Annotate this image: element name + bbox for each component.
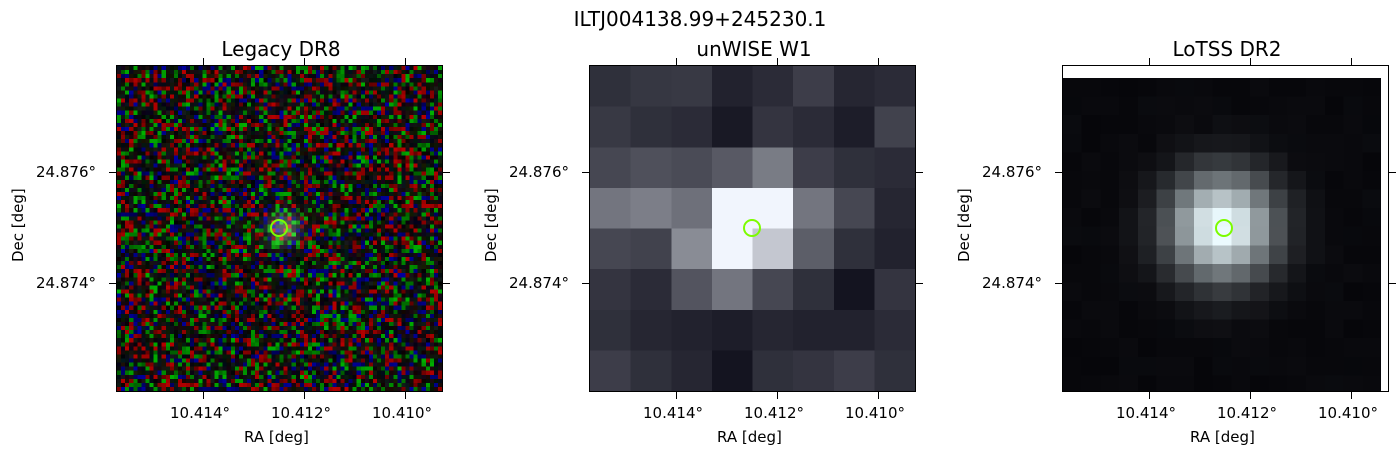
source-marker-circle — [1215, 219, 1233, 237]
xtick-mark-top — [405, 58, 406, 65]
xtick-mark-top — [676, 58, 677, 65]
ytick-mark — [1055, 172, 1062, 173]
y-axis-label: Dec [deg] — [482, 188, 500, 262]
source-marker-circle — [743, 219, 761, 237]
source-marker-circle — [270, 219, 288, 237]
ytick-mark — [109, 283, 116, 284]
xtick-label: 10.412° — [271, 404, 331, 422]
xtick-mark-top — [1250, 58, 1251, 65]
xtick-mark — [304, 392, 305, 399]
xtick-mark — [405, 392, 406, 399]
xtick-mark — [1250, 392, 1251, 399]
y-axis-label: Dec [deg] — [955, 188, 973, 262]
panel-title: unWISE W1 — [696, 37, 812, 61]
ytick-label: 24.876° — [509, 163, 569, 181]
ytick-label: 24.876° — [36, 163, 96, 181]
panel-title: Legacy DR8 — [221, 37, 341, 61]
xtick-mark-top — [878, 58, 879, 65]
xtick-mark-top — [777, 58, 778, 65]
ytick-mark-right — [443, 283, 450, 284]
xtick-mark-top — [203, 58, 204, 65]
figure-title: ILTJ004138.99+245230.1 — [573, 7, 827, 31]
ytick-mark-right — [916, 283, 923, 284]
ytick-mark — [582, 283, 589, 284]
x-axis-label: RA [deg] — [1190, 428, 1255, 446]
x-axis-label: RA [deg] — [717, 428, 782, 446]
ytick-label: 24.874° — [36, 274, 96, 292]
xtick-mark-top — [1351, 58, 1352, 65]
xtick-mark — [1149, 392, 1150, 399]
xtick-mark — [676, 392, 677, 399]
ytick-mark — [582, 172, 589, 173]
xtick-label: 10.412° — [1217, 404, 1277, 422]
panel-title: LoTSS DR2 — [1172, 37, 1282, 61]
ytick-label: 24.876° — [982, 163, 1042, 181]
xtick-label: 10.414° — [643, 404, 703, 422]
x-axis-label: RA [deg] — [244, 428, 309, 446]
ytick-mark — [109, 172, 116, 173]
xtick-mark-top — [1149, 58, 1150, 65]
ytick-mark-right — [1389, 283, 1396, 284]
ytick-mark-right — [443, 172, 450, 173]
xtick-label: 10.414° — [1116, 404, 1176, 422]
xtick-label: 10.410° — [372, 404, 432, 422]
xtick-mark — [878, 392, 879, 399]
ytick-mark-right — [1389, 172, 1396, 173]
ytick-label: 24.874° — [509, 274, 569, 292]
xtick-label: 10.410° — [1318, 404, 1378, 422]
y-axis-label: Dec [deg] — [9, 188, 27, 262]
xtick-mark — [203, 392, 204, 399]
xtick-mark-top — [304, 58, 305, 65]
ytick-mark-right — [916, 172, 923, 173]
ytick-mark — [1055, 283, 1062, 284]
xtick-label: 10.412° — [744, 404, 804, 422]
xtick-label: 10.414° — [170, 404, 230, 422]
ytick-label: 24.874° — [982, 274, 1042, 292]
xtick-mark — [777, 392, 778, 399]
xtick-mark — [1351, 392, 1352, 399]
xtick-label: 10.410° — [845, 404, 905, 422]
